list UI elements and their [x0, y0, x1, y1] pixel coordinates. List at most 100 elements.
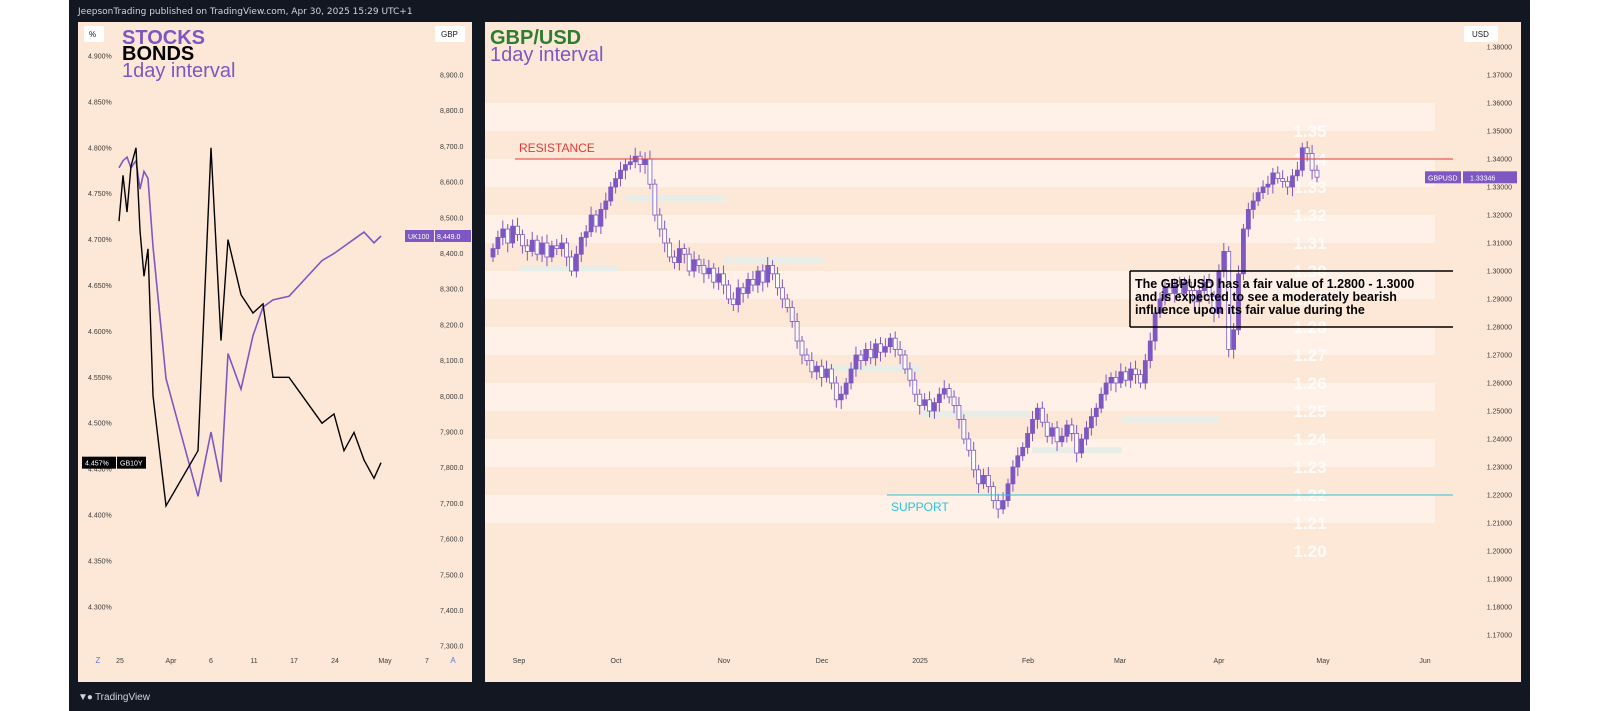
gbpusd-x-tick-label: Sep	[513, 658, 526, 665]
candle-body	[667, 242, 672, 258]
price-band	[485, 215, 1435, 243]
candle-body	[559, 242, 565, 249]
candle-body	[647, 158, 653, 185]
candle-body	[593, 214, 599, 227]
candle-body	[932, 402, 937, 412]
candle-body	[534, 239, 540, 255]
candle-body	[799, 340, 805, 356]
candle-body	[657, 214, 663, 230]
candle-body	[1226, 250, 1232, 350]
left-x-tick-label: 17	[290, 658, 298, 665]
shaded-zone	[626, 195, 725, 202]
candle-body	[779, 287, 785, 300]
gb10y-value: 4.457%	[85, 461, 109, 468]
candle-body	[789, 306, 795, 322]
candle-body	[941, 388, 947, 395]
candle-body	[917, 393, 923, 406]
band-level-label: 1.27	[1293, 346, 1326, 365]
candle-body	[878, 343, 883, 353]
candle-body	[1314, 169, 1320, 178]
candle-body	[505, 228, 511, 244]
price-band	[485, 327, 1435, 355]
stocks-title: STOCKS	[122, 27, 205, 49]
band-level-label: 1.32	[1293, 206, 1326, 225]
candle-body	[569, 256, 574, 272]
candle-body	[882, 346, 888, 353]
candle-body	[490, 248, 496, 258]
candle-body	[824, 368, 829, 378]
right-chart-panel[interactable]: 1.351.341.331.321.311.301.291.281.271.26…	[485, 22, 1521, 682]
bonds-title: BONDS	[122, 43, 194, 65]
tradingview-logo-icon: ▼●	[78, 692, 93, 703]
candle-body	[809, 360, 815, 373]
gbpusd-x-tick-label: Apr	[1214, 658, 1226, 665]
candle-body	[927, 399, 932, 412]
price-band	[485, 103, 1435, 131]
pct-tick-label: 4.750%	[88, 191, 112, 198]
candle-body	[907, 368, 913, 381]
candle-body	[1196, 290, 1202, 303]
gbp-tick-label: 7,900.0	[440, 430, 463, 437]
candle-body	[1123, 371, 1129, 381]
candle-body	[1059, 435, 1065, 443]
left-x-tick-label: 11	[250, 658, 257, 665]
candle-body	[1142, 360, 1148, 384]
band-level-label: 1.31	[1293, 234, 1326, 253]
candle-body	[672, 256, 677, 263]
left-x-tick-label: May	[378, 658, 392, 665]
gbp-tick-label: 8,100.0	[440, 358, 463, 365]
candle-body	[1290, 175, 1295, 188]
price-tick-label: 1.32000	[1487, 213, 1512, 220]
candle-body	[500, 228, 506, 238]
last-price-value: 1.33346	[1470, 175, 1495, 182]
candle-body	[966, 438, 972, 451]
candle-body	[1206, 281, 1212, 297]
gbpusd-chart-svg: 1.351.341.331.321.311.301.291.281.271.26…	[485, 26, 1517, 665]
candle-body	[520, 234, 525, 247]
candle-body	[838, 393, 844, 401]
price-tick-label: 1.33000	[1487, 185, 1512, 192]
candle-body	[794, 320, 800, 342]
left-x-tick-label: 7	[425, 658, 429, 665]
candle-body	[1201, 281, 1207, 292]
fair-value-note-line: The GBPUSD has a fair value of 1.2800 - …	[1135, 277, 1414, 291]
price-tick-label: 1.37000	[1487, 73, 1512, 80]
candle-body	[1157, 298, 1163, 314]
band-level-label: 1.24	[1293, 430, 1327, 449]
price-tick-label: 1.20000	[1487, 549, 1512, 556]
candle-body	[946, 388, 952, 398]
candle-body	[1044, 421, 1050, 437]
fair-value-note-line: influence upon its fair value during the	[1135, 303, 1365, 317]
candle-body	[843, 382, 849, 395]
candle-body	[887, 337, 893, 348]
candle-body	[529, 239, 535, 252]
left-chart-panel[interactable]: 4.900% 4.850% 4.800% 4.750% 4.700% 4.650% 4.60…	[78, 22, 472, 682]
chart-frame: JeepsonTrading published on TradingView.…	[69, 0, 1530, 711]
band-level-label: 1.35	[1293, 122, 1326, 141]
gbp-tick-label: 7,300.0	[440, 644, 463, 651]
candle-body	[618, 169, 623, 179]
gb10y-badge	[117, 456, 146, 469]
gbp-tick-label: 7,800.0	[440, 465, 463, 472]
gbp-tick-label: 8,500.0	[440, 215, 463, 222]
footer-brand[interactable]: ▼● TradingView	[78, 685, 150, 711]
price-tick-label: 1.24000	[1487, 437, 1512, 444]
support-label: SUPPORT	[891, 500, 949, 514]
left-unit-label: %	[89, 30, 96, 39]
candle-body	[549, 245, 555, 258]
band-level-label: 1.21	[1293, 514, 1326, 533]
left-x-tick-label: Apr	[166, 658, 178, 665]
candle-body	[853, 354, 859, 370]
shaded-zone	[921, 410, 1029, 417]
shaded-zone	[1122, 416, 1220, 423]
candle-body	[598, 208, 604, 227]
candle-body	[1167, 287, 1173, 294]
candle-body	[730, 298, 736, 305]
candle-body	[495, 236, 501, 249]
candle-body	[995, 500, 1001, 510]
left-corner-a: A	[450, 656, 456, 665]
candle-body	[583, 231, 589, 238]
gbp-tick-label: 8,200.0	[440, 322, 463, 329]
candle-body	[829, 368, 834, 384]
gbp-tick-label: 8,300.0	[440, 287, 463, 294]
